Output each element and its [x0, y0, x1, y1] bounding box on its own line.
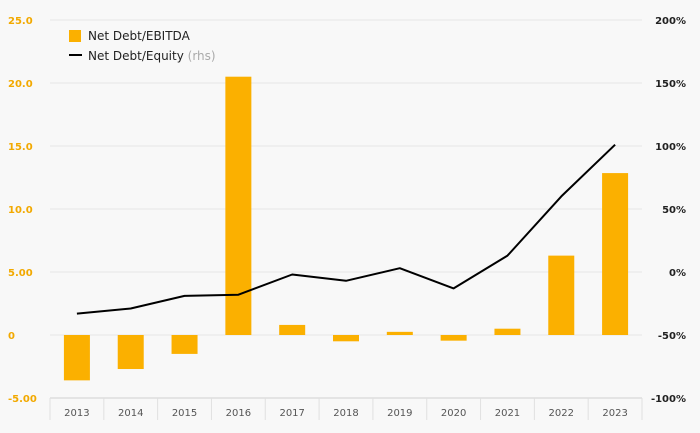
x-tick-label: 2021 — [495, 408, 520, 419]
x-tick-label: 2013 — [64, 408, 89, 419]
bar-net-debt-ebitda — [494, 328, 521, 335]
legend-label-equity-suffix: (rhs) — [188, 49, 216, 63]
legend-label-equity: Net Debt/Equity (rhs) — [88, 49, 216, 63]
x-tick-label: 2018 — [333, 408, 358, 419]
y-right-tick-label: -100% — [651, 394, 686, 405]
bar-net-debt-ebitda — [171, 335, 198, 354]
y-right-tick-label: -50% — [658, 331, 686, 342]
legend-label-ebitda: Net Debt/EBITDA — [88, 29, 191, 43]
legend-swatch-ebitda — [69, 30, 81, 42]
y-right-tick-label: 200% — [655, 16, 686, 27]
x-tick-label: 2023 — [602, 408, 627, 419]
bar-net-debt-ebitda — [386, 331, 413, 335]
x-tick-label: 2014 — [118, 408, 143, 419]
y-right-tick-label: 50% — [662, 205, 686, 216]
y-left-tick-label: 20.0 — [8, 79, 33, 90]
x-tick-label: 2019 — [387, 408, 412, 419]
bar-net-debt-ebitda — [602, 173, 629, 335]
y-left-tick-label: 5.00 — [8, 268, 33, 279]
bar-net-debt-ebitda — [117, 335, 144, 370]
x-tick-label: 2020 — [441, 408, 466, 419]
x-tick-label: 2016 — [226, 408, 251, 419]
y-right-tick-label: 0% — [669, 268, 686, 279]
bar-net-debt-ebitda — [548, 255, 575, 335]
bar-net-debt-ebitda — [333, 335, 359, 342]
y-right-tick-label: 100% — [655, 142, 686, 153]
y-right-tick-label: 150% — [655, 79, 686, 90]
y-left-tick-label: 10.0 — [8, 205, 33, 216]
bar-net-debt-ebitda — [279, 324, 306, 335]
bar-net-debt-ebitda — [440, 335, 467, 341]
x-tick-label: 2015 — [172, 408, 197, 419]
bar-net-debt-ebitda — [225, 76, 252, 335]
line-net-debt-equity — [76, 143, 616, 315]
y-left-tick-label: -5.00 — [8, 394, 37, 405]
y-left-tick-label: 0 — [8, 331, 15, 342]
bar-net-debt-ebitda — [63, 335, 90, 381]
y-left-tick-label: 25.0 — [8, 16, 33, 27]
x-tick-label: 2022 — [549, 408, 574, 419]
x-tick-label: 2017 — [279, 408, 304, 419]
y-left-tick-label: 15.0 — [8, 142, 33, 153]
